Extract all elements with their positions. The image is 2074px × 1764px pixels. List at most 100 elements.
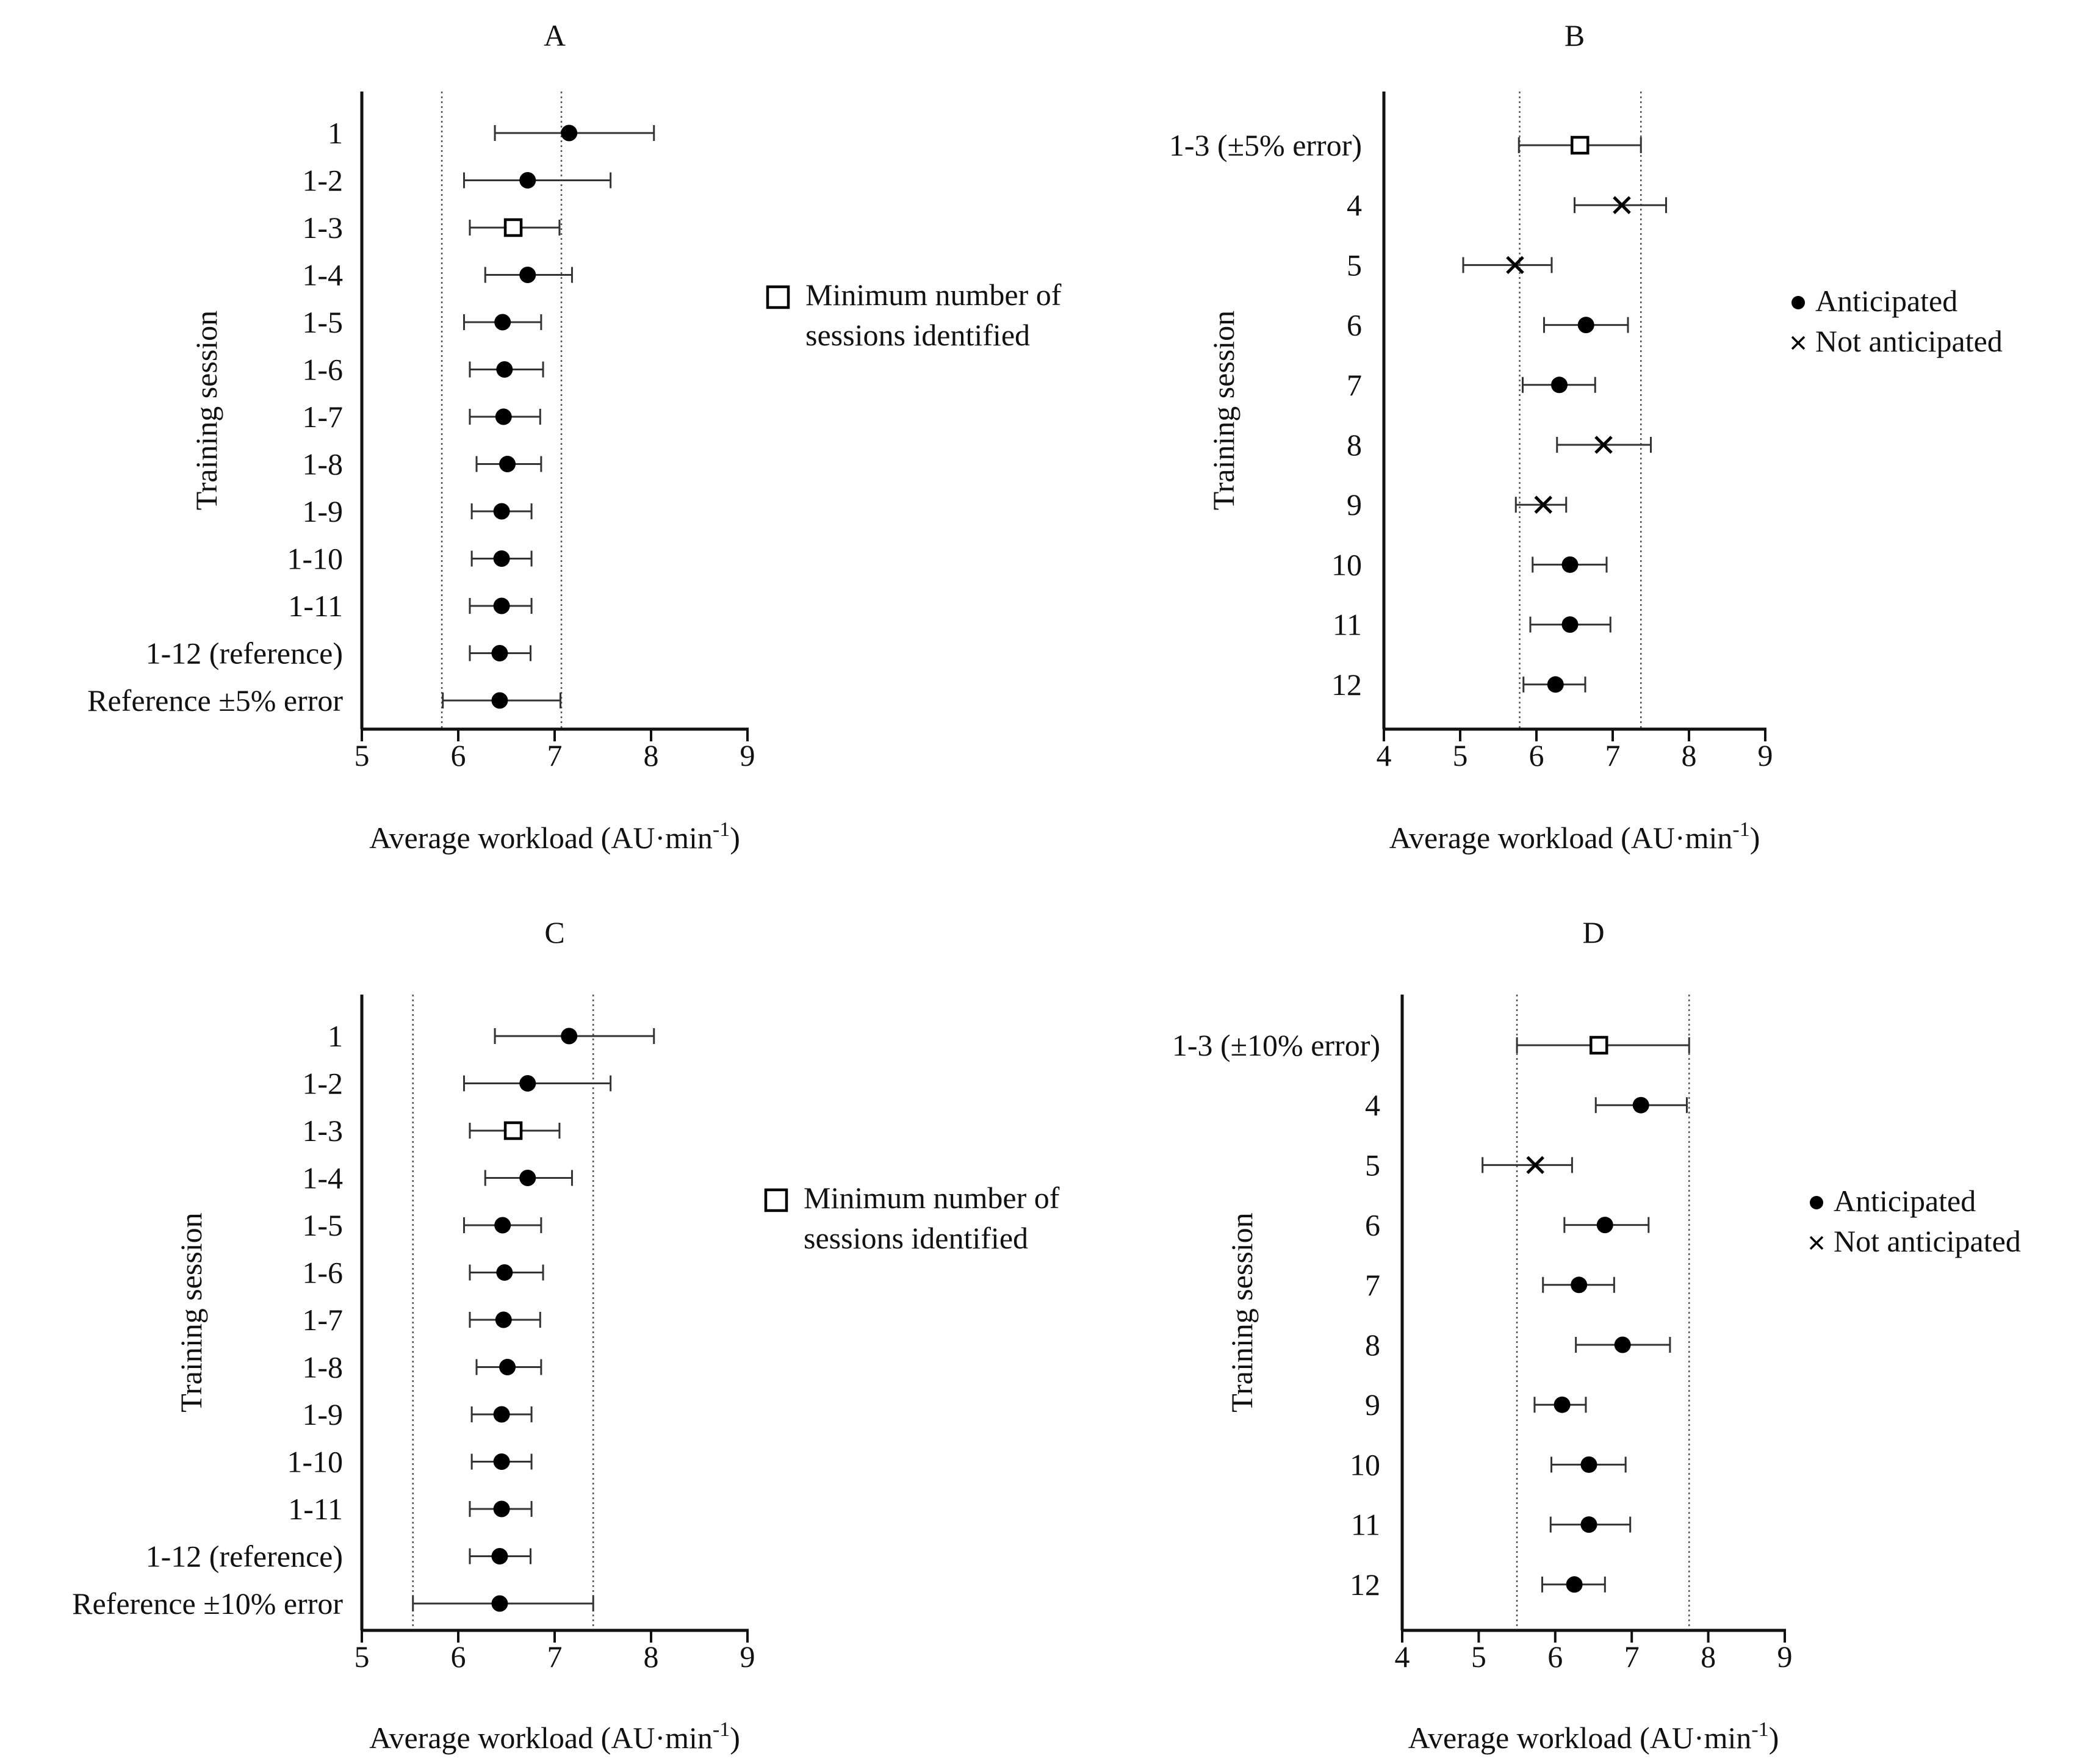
y-tick-label: 1-12 (reference) xyxy=(146,1539,343,1574)
x-tick-label: 9 xyxy=(740,1640,755,1674)
y-tick-label: 1-3 (±10% error) xyxy=(1172,1028,1380,1062)
x-tick-label: 5 xyxy=(355,738,370,772)
y-tick-label: 4 xyxy=(1365,1088,1380,1122)
circle-marker xyxy=(491,645,508,661)
x-axis-title: Average workload (AU·min-1) xyxy=(1389,818,1760,855)
y-tick-label: 1-4 xyxy=(302,258,343,292)
circle-marker xyxy=(561,124,578,142)
circle-marker xyxy=(491,1548,508,1564)
error-bar xyxy=(1482,1157,1573,1173)
circle-marker xyxy=(493,1453,510,1470)
x-tick-label: 6 xyxy=(1529,738,1544,772)
y-tick-label: 1-3 xyxy=(302,1114,343,1148)
panel-title: B xyxy=(1565,18,1585,52)
y-tick-label: 1 xyxy=(328,116,343,150)
y-tick-label: 1-12 (reference) xyxy=(146,636,343,671)
circle-marker xyxy=(493,1500,510,1517)
y-tick-label: 1-10 xyxy=(287,1445,343,1479)
x-tick-label: 8 xyxy=(1682,738,1697,772)
y-tick-label: 1-3 (±5% error) xyxy=(1169,128,1362,162)
y-tick-label: 12 xyxy=(1331,668,1362,702)
circle-marker xyxy=(496,1264,513,1281)
circle-marker xyxy=(494,314,511,331)
x-axis-title: Average workload (AU·min-1) xyxy=(1408,1718,1779,1755)
circle-marker xyxy=(1580,1516,1597,1533)
y-tick-label: 1-5 xyxy=(302,305,343,339)
circle-marker xyxy=(1614,1336,1631,1353)
legend: Anticipated Not anticipated xyxy=(1809,1184,2021,1258)
y-axis-title: Training session xyxy=(189,311,223,510)
x-tick-label: 8 xyxy=(644,1640,659,1674)
legend-text: sessions identified xyxy=(804,1221,1028,1255)
legend-text: Not anticipated xyxy=(1815,324,2003,358)
y-tick-label: 1-9 xyxy=(302,494,343,528)
y-tick-label: 7 xyxy=(1365,1268,1380,1302)
x-marker xyxy=(1534,495,1553,514)
x-marker xyxy=(1506,256,1524,275)
legend: Minimum number of sessions identified xyxy=(766,278,1062,352)
y-tick-label: 5 xyxy=(1347,248,1362,282)
circle-marker xyxy=(495,1311,512,1328)
y-axis-title: Training session xyxy=(174,1212,208,1412)
x-marker xyxy=(1594,436,1613,454)
x-tick-label: 9 xyxy=(1758,738,1773,772)
legend: Minimum number of sessions identified xyxy=(764,1181,1060,1255)
legend-x-marker xyxy=(1809,1236,1824,1250)
circle-marker xyxy=(1632,1096,1649,1114)
circle-marker xyxy=(499,456,516,472)
y-tick-label: 1-2 xyxy=(302,1067,343,1101)
x-tick-label: 5 xyxy=(1453,738,1468,772)
x-tick-label: 9 xyxy=(740,738,755,772)
legend-circle-marker xyxy=(1791,296,1805,309)
circle-marker xyxy=(1566,1576,1583,1593)
error-bar xyxy=(1514,497,1568,513)
y-tick-label: 1-3 xyxy=(302,211,343,245)
circle-marker xyxy=(1551,376,1568,394)
legend-square-marker xyxy=(766,285,790,309)
y-tick-label: 8 xyxy=(1347,428,1362,462)
panel-title: D xyxy=(1582,915,1604,949)
error-bar xyxy=(463,172,612,189)
circle-marker xyxy=(493,597,510,614)
circle-marker xyxy=(491,692,508,709)
circle-marker xyxy=(493,503,510,520)
square-marker xyxy=(503,218,523,237)
panel-title: A xyxy=(544,18,566,52)
y-tick-label: 9 xyxy=(1347,488,1362,522)
y-tick-label: 1-4 xyxy=(302,1161,343,1195)
circle-marker xyxy=(1547,676,1564,693)
y-axis-title: Training session xyxy=(1225,1212,1259,1412)
panel-d: D 4 5 6 7 8 9 Average workload (AU·min-1) Traini… xyxy=(1172,915,2021,1755)
panel-a: A 5 6 7 8 9 Average workload (AU·min-1) Trainin… xyxy=(87,18,1062,855)
legend-circle-marker xyxy=(1810,1196,1823,1209)
x-tick-label: 6 xyxy=(1547,1640,1563,1674)
y-tick-label: 1-11 xyxy=(288,589,343,623)
x-tick-label: 8 xyxy=(644,738,659,772)
x-axis-title: Average workload (AU·min-1) xyxy=(369,818,740,855)
circle-marker xyxy=(1561,616,1579,633)
y-tick-label: 1-5 xyxy=(302,1208,343,1242)
y-tick-label: 7 xyxy=(1347,368,1362,402)
circle-marker xyxy=(493,1406,510,1423)
panel-title: C xyxy=(544,915,564,949)
legend-text: Anticipated xyxy=(1815,284,1957,318)
x-tick-label: 5 xyxy=(355,1640,370,1674)
circle-marker xyxy=(519,267,536,283)
x-tick-label: 7 xyxy=(547,738,563,772)
y-tick-label: 1-6 xyxy=(302,353,343,387)
y-axis-title: Training session xyxy=(1206,311,1240,510)
circle-marker xyxy=(495,408,512,425)
x-tick-label: 5 xyxy=(1471,1640,1486,1674)
y-tick-label: 5 xyxy=(1365,1148,1380,1182)
legend-x-marker xyxy=(1791,336,1806,350)
x-tick-label: 7 xyxy=(1624,1640,1640,1674)
circle-marker xyxy=(493,550,510,567)
y-tick-label: 11 xyxy=(1351,1508,1380,1542)
x-tick-label: 4 xyxy=(1395,1640,1410,1674)
y-tick-label: 1-8 xyxy=(302,1350,343,1384)
circle-marker xyxy=(1596,1217,1613,1234)
y-tick-label: 10 xyxy=(1350,1447,1380,1481)
square-marker xyxy=(503,1121,523,1140)
circle-marker xyxy=(1580,1456,1597,1473)
legend-square-marker xyxy=(764,1188,788,1212)
